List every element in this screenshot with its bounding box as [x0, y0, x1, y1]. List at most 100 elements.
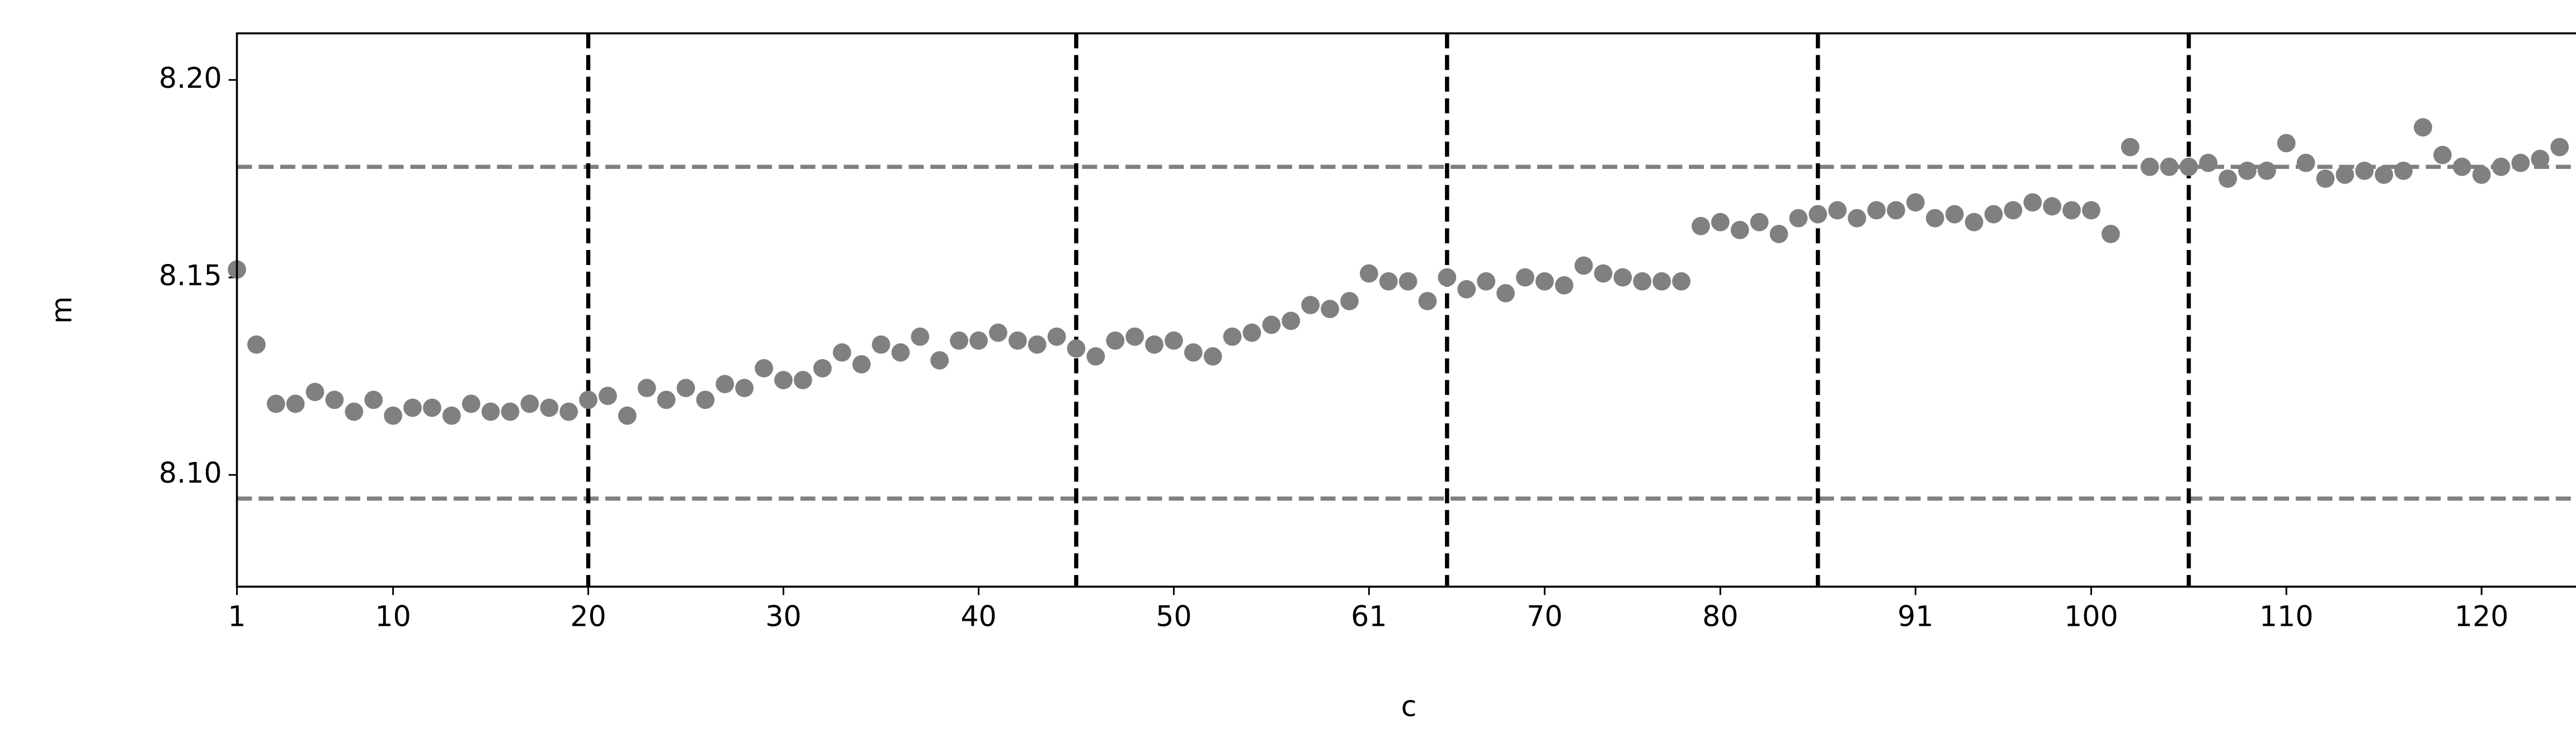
- x-tick-label: 30: [765, 600, 801, 633]
- point: [1652, 272, 1671, 291]
- plot-frame: [236, 32, 2576, 588]
- point: [1555, 276, 1574, 295]
- point: [774, 371, 793, 390]
- point: [1047, 327, 1066, 346]
- point: [950, 331, 968, 350]
- point: [2375, 166, 2394, 184]
- point: [969, 331, 988, 350]
- point: [1789, 209, 1808, 228]
- point: [1672, 272, 1690, 291]
- point: [2062, 201, 2081, 220]
- point: [345, 402, 364, 421]
- point: [305, 383, 324, 402]
- point: [2140, 157, 2159, 176]
- point: [2081, 201, 2101, 220]
- point: [2531, 149, 2550, 168]
- point: [559, 402, 578, 421]
- point: [286, 394, 305, 413]
- x-tick-label: 80: [1702, 600, 1738, 633]
- point: [1106, 331, 1125, 350]
- point: [384, 406, 403, 425]
- point: [2550, 138, 2569, 157]
- point: [735, 379, 754, 398]
- point: [2452, 157, 2471, 176]
- point: [872, 335, 891, 354]
- point: [1828, 201, 1847, 220]
- point: [2472, 166, 2491, 184]
- point: [2316, 169, 2335, 188]
- point: [1848, 209, 1866, 228]
- point: [1477, 272, 1496, 291]
- point: [2101, 224, 2120, 243]
- point: [520, 394, 539, 413]
- x-tick-label: 50: [1156, 600, 1192, 633]
- point: [364, 390, 383, 409]
- x-tick-label: 40: [960, 600, 996, 633]
- y-tick-label: 8.15: [159, 259, 222, 292]
- point: [2121, 138, 2140, 157]
- point: [1692, 216, 1710, 235]
- point: [637, 379, 656, 398]
- point: [1086, 347, 1105, 366]
- point: [2296, 153, 2315, 172]
- point: [1711, 213, 1730, 232]
- point: [2414, 118, 2432, 137]
- point: [403, 398, 422, 417]
- point: [988, 323, 1007, 342]
- point: [1282, 312, 1301, 331]
- point: [1008, 331, 1027, 350]
- point: [1418, 292, 1437, 310]
- point: [599, 386, 617, 405]
- point: [501, 402, 520, 421]
- point: [325, 390, 344, 409]
- point: [696, 390, 715, 409]
- point: [1203, 347, 1222, 366]
- y-tick-label: 8.10: [159, 456, 222, 489]
- y-axis-label: m: [45, 296, 78, 324]
- point: [657, 390, 676, 409]
- point: [1340, 292, 1359, 310]
- point: [247, 335, 266, 354]
- point: [2492, 157, 2511, 176]
- point: [2433, 145, 2452, 164]
- point: [442, 406, 461, 425]
- point: [2199, 153, 2218, 172]
- point: [1438, 268, 1457, 287]
- point: [1574, 256, 1593, 275]
- x-tick-label: 61: [1351, 600, 1387, 633]
- point: [1925, 209, 1944, 228]
- x-axis-label: c: [1401, 690, 1417, 723]
- point: [423, 398, 441, 417]
- point: [1906, 193, 1925, 212]
- point: [461, 394, 481, 413]
- point: [579, 390, 597, 409]
- point: [1535, 272, 1554, 291]
- point: [2238, 161, 2257, 180]
- point: [1886, 201, 1905, 220]
- point: [1769, 224, 1788, 243]
- point: [1164, 331, 1183, 350]
- point: [676, 379, 695, 398]
- point: [2004, 201, 2023, 220]
- point: [2355, 161, 2374, 180]
- point: [2179, 157, 2198, 176]
- point: [2160, 157, 2179, 176]
- point: [1301, 296, 1320, 314]
- point: [852, 355, 871, 374]
- point: [1359, 264, 1378, 283]
- point: [1398, 272, 1417, 291]
- y-tick-label: 8.20: [159, 62, 222, 95]
- point: [540, 398, 559, 417]
- point: [1516, 268, 1534, 287]
- x-tick-label: 91: [1897, 600, 1933, 633]
- point: [1379, 272, 1398, 291]
- point: [891, 343, 910, 362]
- point: [1067, 339, 1086, 358]
- point: [832, 343, 851, 362]
- x-tick-label: 20: [570, 600, 606, 633]
- point: [1028, 335, 1047, 354]
- point: [1496, 284, 1515, 303]
- point: [1613, 268, 1632, 287]
- point: [618, 406, 637, 425]
